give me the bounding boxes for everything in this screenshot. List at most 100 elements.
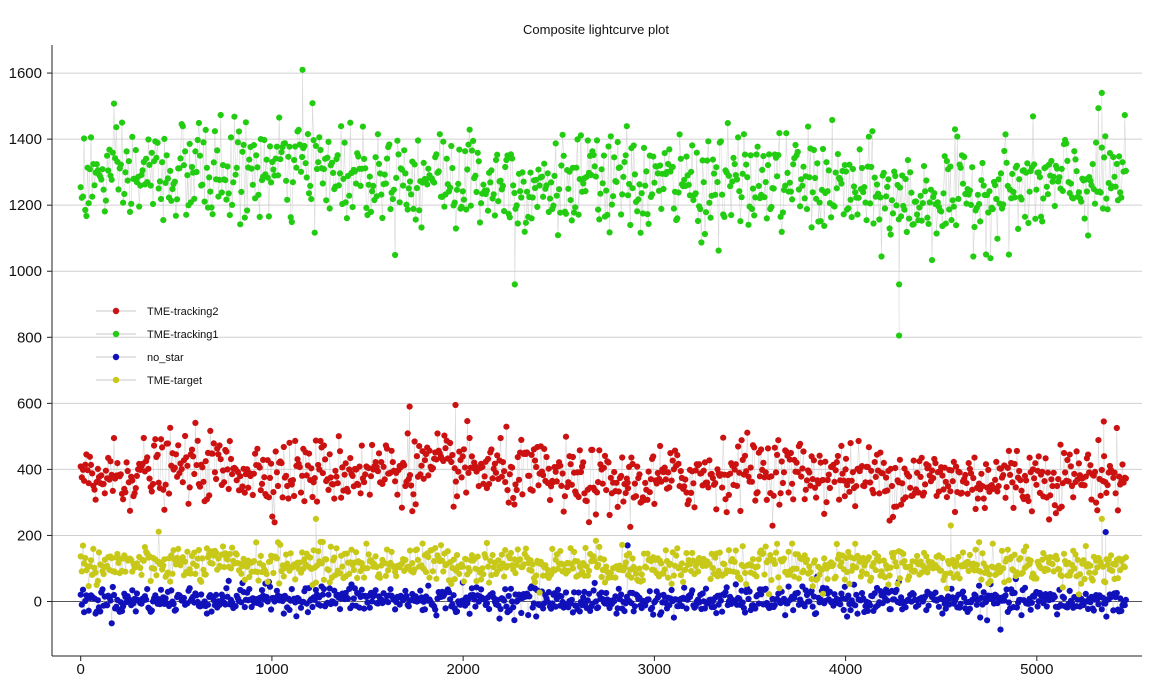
data-point [979,159,986,167]
data-point [1050,469,1057,476]
data-point [512,481,519,488]
data-point [620,498,627,505]
data-point [523,449,531,456]
data-point [441,432,448,439]
data-point [871,174,878,181]
data-point [217,111,224,119]
data-point [809,603,816,610]
data-point [917,473,924,480]
data-point [919,200,927,207]
data-point [468,147,475,154]
data-point [429,568,436,575]
data-point [639,210,647,217]
data-point [164,440,171,447]
data-point [460,196,467,203]
data-point [473,188,480,196]
data-point [713,164,720,171]
data-point [889,210,897,217]
data-point [110,100,118,107]
data-point [465,141,472,148]
data-point [722,589,729,596]
data-point [1103,613,1110,620]
data-point [650,453,657,460]
data-point [832,467,839,474]
data-point [640,144,648,151]
data-point [885,581,892,588]
data-point [598,166,605,173]
data-point [660,185,667,193]
data-point [1075,189,1082,196]
data-point [210,159,217,166]
data-point [331,587,338,594]
data-point [549,545,556,553]
data-point [425,165,432,172]
data-point [542,562,549,569]
data-point [426,574,433,581]
data-point [511,617,518,624]
data-point [571,589,578,596]
data-point [206,492,213,499]
data-point [1103,489,1110,496]
data-point [433,575,440,582]
data-point [304,609,311,616]
data-point [402,170,409,177]
data-point [502,163,509,171]
data-point [204,601,212,608]
data-point [748,205,756,213]
data-point [974,495,982,502]
data-point [558,593,565,600]
data-point [508,464,516,471]
data-point [614,503,621,510]
data-point [1114,575,1121,582]
data-point [486,579,493,586]
data-point [342,460,349,467]
data-point [793,565,800,572]
data-point [644,496,651,503]
data-point [774,173,781,180]
data-point [677,468,684,475]
data-point [614,139,621,146]
data-point [1087,599,1094,606]
data-point [435,168,442,175]
data-point [821,222,828,229]
data-point [752,194,759,201]
data-point [821,555,828,562]
data-point [417,587,424,594]
data-point [307,182,314,189]
data-point [755,600,762,607]
data-point [966,605,974,612]
data-point [460,446,467,453]
data-point [448,458,455,466]
data-point [624,542,631,549]
data-point [611,469,618,476]
data-point [168,587,175,594]
data-point [398,504,405,511]
data-point [810,146,818,154]
data-point [110,591,118,599]
data-point [596,216,603,223]
data-point [513,486,520,494]
data-point [819,590,827,597]
data-point [411,438,418,445]
data-point [474,149,481,156]
data-point [925,220,932,227]
data-point [871,590,878,597]
data-point [562,210,570,217]
data-point [441,203,448,210]
data-point [686,192,694,199]
y-tick-label: 1000 [9,263,42,280]
data-point [392,251,399,259]
data-point [970,253,977,260]
data-point [1060,594,1068,602]
data-point [622,559,629,566]
data-point [494,452,501,459]
data-point [432,545,439,552]
data-point [576,176,583,183]
data-point [1121,112,1128,119]
data-point [213,591,220,599]
data-point [1054,611,1061,618]
data-point [183,211,190,218]
data-point [1031,161,1038,168]
data-point [649,191,656,198]
data-point [559,131,566,138]
